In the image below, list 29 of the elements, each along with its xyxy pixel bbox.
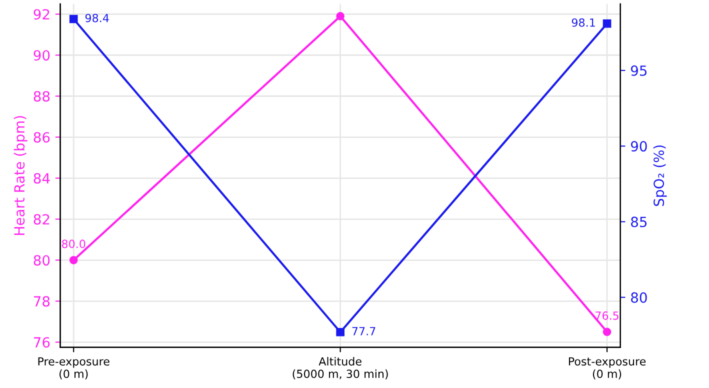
data-label: 98.1 <box>572 18 595 27</box>
y2-tick-label: 85 <box>631 216 647 228</box>
point <box>336 12 344 20</box>
y-tick-label: 76 <box>34 337 50 348</box>
point <box>69 256 78 264</box>
y-tick-label: 88 <box>34 91 50 102</box>
y-axis-title: Heart Rate (bpm) <box>14 116 28 235</box>
y-tick-label: 92 <box>34 9 50 20</box>
data-label: 77.7 <box>352 327 376 336</box>
y-tick-label: 78 <box>34 296 50 307</box>
data-label: 98.4 <box>85 14 109 22</box>
y-tick-label: 80 <box>34 255 50 266</box>
x-tick-label: Pre-exposure (0 m) <box>38 357 110 380</box>
y-tick-label: 90 <box>34 50 50 61</box>
data-label: 80.0 <box>62 240 86 248</box>
point <box>69 14 78 24</box>
y2-tick-label: 95 <box>630 65 647 76</box>
point <box>602 19 612 28</box>
data-label: 76.5 <box>596 311 618 320</box>
point <box>602 328 612 336</box>
y2-axis-title: SpO₂ (%) <box>653 145 667 206</box>
y2-tick-label: 90 <box>630 141 647 152</box>
y2-tick-label: 80 <box>631 292 647 303</box>
point <box>336 328 344 336</box>
x-tick-label: Post-exposure (0 m) <box>568 357 646 380</box>
y-tick-label: 82 <box>34 214 50 225</box>
y-tick-label: 86 <box>34 132 50 143</box>
y-tick-label: 84 <box>34 173 50 184</box>
x-tick-label: Altitude (5000 m, 30 min) <box>292 356 388 380</box>
